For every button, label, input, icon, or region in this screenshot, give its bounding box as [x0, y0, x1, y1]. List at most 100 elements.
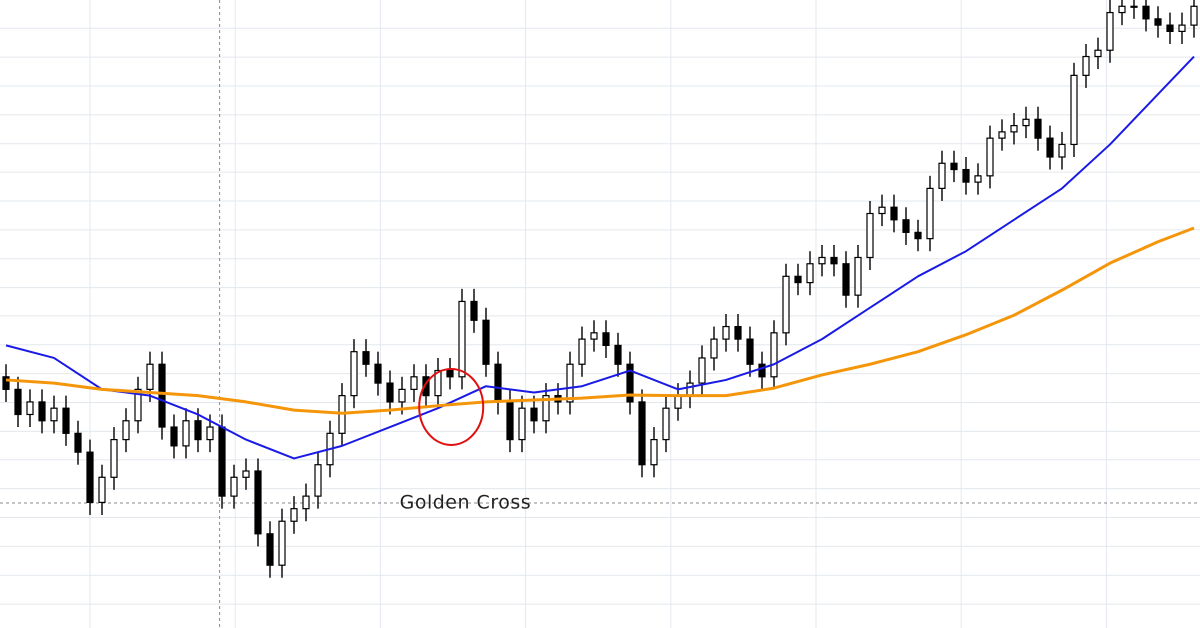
candle-body — [98, 476, 106, 503]
candle-body — [374, 363, 382, 384]
candle-body — [1154, 18, 1162, 26]
candle-body — [134, 388, 142, 422]
candle-body — [1034, 118, 1042, 139]
candle-body — [122, 420, 130, 441]
candle-body — [854, 256, 862, 296]
candle-body — [38, 401, 46, 422]
candle-body — [770, 332, 778, 378]
candle-body — [242, 470, 250, 478]
candle-body — [110, 439, 118, 478]
candle-body — [506, 401, 514, 441]
candle-body — [314, 464, 322, 497]
candle-body — [1070, 74, 1078, 146]
candle-body — [614, 344, 622, 365]
candle-body — [74, 432, 82, 453]
candle-body — [266, 533, 274, 566]
candle-body — [782, 275, 790, 334]
candle-body — [626, 363, 634, 403]
candle-body — [974, 175, 982, 183]
candle-body — [350, 351, 358, 397]
candle-body — [890, 206, 898, 221]
candle-body — [686, 382, 694, 397]
moving-averages — [5, 55, 1195, 460]
candle-body — [1046, 137, 1054, 158]
candle-body — [914, 231, 922, 240]
candle-body — [1010, 124, 1018, 133]
candle-body — [638, 401, 646, 466]
candle-body — [494, 363, 502, 403]
candle-body — [26, 401, 34, 416]
candle-body — [254, 470, 262, 535]
candle-body — [458, 300, 466, 378]
annotation-text: Golden Cross — [400, 492, 532, 514]
candle-body — [806, 263, 814, 284]
candle-body — [746, 338, 754, 365]
candle-body — [1118, 5, 1126, 14]
candle-body — [650, 439, 658, 466]
candle-body — [194, 420, 202, 441]
candle-body — [902, 219, 910, 233]
candle-body — [14, 388, 22, 416]
candle-body — [698, 357, 706, 384]
candle-body — [530, 407, 538, 422]
candle-body — [1142, 5, 1150, 20]
candle-body — [1166, 24, 1174, 33]
candle-body — [602, 332, 610, 346]
candle-body — [482, 319, 490, 365]
candle-body — [2, 376, 10, 390]
candle-body — [1094, 49, 1102, 58]
candle-body — [302, 495, 310, 510]
candle-body — [230, 476, 238, 497]
candle-body — [710, 338, 718, 359]
candle-body — [278, 520, 286, 566]
candle-body — [590, 332, 598, 340]
candle-body — [62, 407, 70, 434]
candle-body — [290, 508, 298, 522]
candle-body — [758, 363, 766, 378]
candle-body — [674, 395, 682, 409]
candle-body — [434, 369, 442, 397]
candle-body — [362, 351, 370, 365]
candle-body — [182, 420, 190, 447]
candle-body — [842, 263, 850, 296]
candles — [2, 0, 1198, 578]
candle-body — [962, 168, 970, 183]
candle-body — [866, 212, 874, 259]
candle-body — [722, 325, 730, 340]
candle-body — [1190, 5, 1198, 26]
candle-body — [734, 325, 742, 340]
candle-body — [542, 395, 550, 422]
candle-body — [1058, 143, 1066, 158]
candle-body — [986, 137, 994, 177]
annotations: Golden Cross — [400, 367, 532, 514]
candle-body — [830, 256, 838, 265]
candle-body — [146, 363, 154, 390]
candle-body — [794, 275, 802, 284]
candle-body — [50, 407, 58, 422]
candle-body — [998, 131, 1006, 139]
candle-body — [206, 426, 214, 441]
candle-body — [938, 162, 946, 189]
candle-body — [86, 451, 94, 504]
candle-body — [470, 300, 478, 321]
candle-body — [170, 426, 178, 447]
candle-body — [1022, 118, 1030, 127]
candle-body — [926, 187, 934, 240]
moving-average-line — [5, 226, 1195, 415]
candle-body — [1082, 55, 1090, 76]
candle-body — [422, 376, 430, 397]
candle-body — [218, 426, 226, 497]
candle-body — [446, 369, 454, 378]
candle-body — [410, 376, 418, 390]
candle-body — [662, 407, 670, 441]
candle-body — [386, 382, 394, 403]
candle-body — [878, 206, 886, 215]
candle-body — [950, 162, 958, 171]
candle-body — [518, 407, 526, 441]
candle-body — [566, 363, 574, 403]
highlight-circle — [418, 367, 485, 446]
